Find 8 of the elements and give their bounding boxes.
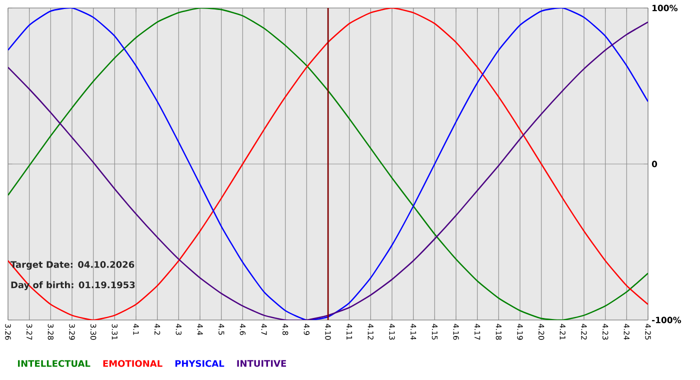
y-tick-label: 0 bbox=[652, 160, 658, 168]
text: EMOTIONAL bbox=[103, 360, 162, 367]
text: INTELLECTUAL bbox=[18, 360, 90, 367]
y-tick-label: 100% bbox=[652, 4, 678, 12]
y-tick-label: -100% bbox=[652, 316, 682, 324]
text: INTUITIVE bbox=[237, 360, 286, 367]
annotation: Day of birth: 01.19.1953 bbox=[11, 281, 135, 290]
text: PHYSICAL bbox=[175, 360, 224, 367]
